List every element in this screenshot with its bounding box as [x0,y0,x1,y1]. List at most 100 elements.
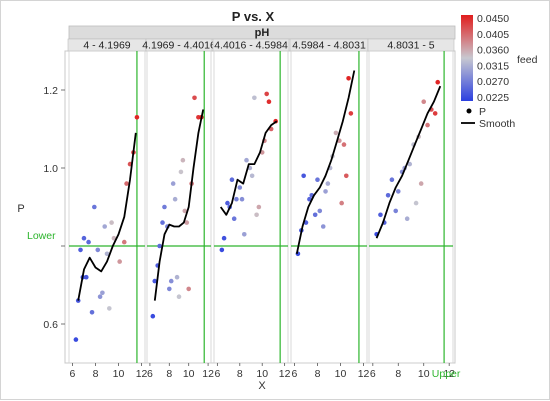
data-point [254,212,259,218]
x-tick-label: 10 [418,368,430,380]
panel-2: 4.1969 - 4.4016 6 8 10 12 [142,38,216,380]
data-point [325,181,331,186]
data-point [252,95,257,101]
data-point [317,208,323,214]
y-tick-label: 0.6 [43,319,58,331]
data-point [83,274,89,280]
data-point [178,169,184,175]
x-tick-label: 10 [183,368,195,380]
x-tick-label: 8 [166,368,172,380]
color-scale-label: 0.0405 [477,29,509,41]
x-tick-label: 6 [70,368,76,380]
panel-header-label: 4 - 4.1969 [83,40,130,52]
x-tick-label: 12 [136,368,148,380]
x-tick-label: 6 [147,368,153,380]
color-scale-label: 0.0450 [477,13,509,25]
data-point [234,196,239,202]
data-point [339,200,344,206]
panel-1: 4 - 4.1969 6 8 10 12 [67,38,148,380]
panel-4: 4.5984 - 4.8031 6 8 10 12 [289,38,370,380]
x-tick-label: 6 [214,368,220,380]
legend-dot-icon [466,108,472,114]
data-point [346,76,351,81]
y-axis: 0.6 1.0 1.2 [43,85,65,331]
data-point [192,95,197,101]
data-point [104,251,110,257]
x-tick-label: 8 [395,368,401,380]
data-point [385,193,391,198]
data-point [160,220,165,225]
x-tick-label: 8 [237,368,243,380]
data-point [237,185,243,190]
data-point [432,111,438,116]
data-point [73,337,79,342]
data-point [152,278,158,284]
y-tick-label: 1.2 [43,85,58,97]
x-tick-label: 6 [370,368,376,380]
x-tick-label: 8 [93,368,99,380]
panel-frame [213,50,289,364]
data-point [378,212,383,218]
x-tick-label: 6 [292,368,298,380]
x-axis-label: X [258,380,266,392]
upper-ref-label: Upper [432,368,461,380]
y-tick-label: 1.0 [43,163,58,175]
data-point [266,99,272,104]
data-point [78,247,83,253]
x-tick-label: 8 [315,368,321,380]
x-tick-label: 12 [443,368,455,380]
data-point [81,235,87,241]
group-by-title: pH [255,27,270,39]
data-point [182,208,188,214]
panel-header-label: 4.8031 - 5 [387,40,434,52]
data-point [225,200,230,206]
data-point [264,91,269,97]
panel-header-label: 4.1969 - 4.4016 [142,40,216,52]
data-point [407,161,413,167]
data-point [168,278,174,284]
data-point [97,294,103,300]
data-point [404,216,410,221]
panel-frame [368,50,454,364]
data-point [170,181,176,186]
smooth-line [77,132,137,301]
data-point [157,243,162,249]
data-point [180,157,186,163]
color-scale-label: 0.0270 [477,76,509,88]
data-point [393,208,399,214]
smooth-line [295,70,356,254]
lower-ref-label: Lower [27,230,56,242]
data-point [244,157,249,163]
data-point [315,177,320,182]
panel-header-label: 4.5984 - 4.8031 [292,40,366,52]
panel-frame [146,50,212,364]
data-point [256,204,262,210]
x-tick-label: 12 [202,368,214,380]
data-point [425,122,430,128]
panel-frame [68,50,146,364]
data-point [231,216,237,221]
panel-frame [290,50,368,364]
data-point [95,247,101,253]
data-point [124,181,129,186]
data-point [172,196,178,202]
data-point [121,239,127,245]
data-point [389,177,395,182]
data-point [229,177,235,182]
data-point [221,235,227,241]
data-point [323,189,328,194]
data-point [117,259,122,264]
legend-label: Smooth [479,118,515,130]
x-tick-label: 12 [279,368,291,380]
x-tick-label: 10 [335,368,347,380]
color-scale-bar [461,15,473,101]
data-point [100,290,105,296]
color-scale-label: 0.0315 [477,60,509,72]
data-point [435,79,441,85]
data-point [301,173,306,179]
data-point [109,220,114,225]
data-point [107,306,112,311]
